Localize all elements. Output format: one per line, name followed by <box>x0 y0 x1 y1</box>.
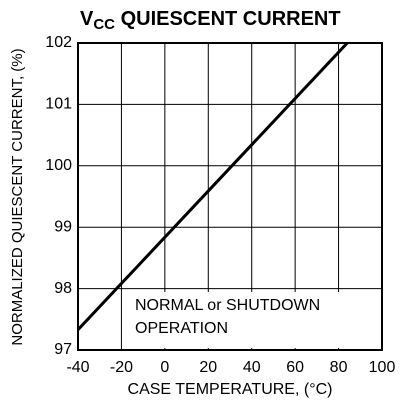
y-tick-label: 97 <box>54 341 72 358</box>
plot-frame <box>77 42 383 351</box>
y-axis-label: NORMALIZED QUIESCENT CURRENT, (%) <box>9 48 26 345</box>
x-tick-label: 80 <box>330 359 348 376</box>
chart-title: VCC QUIESCENT CURRENT <box>80 8 341 33</box>
x-tick-label: 100 <box>369 359 396 376</box>
annotation: OPERATION <box>135 320 228 337</box>
x-tick-label: 60 <box>286 359 304 376</box>
x-tick-label: -20 <box>110 359 133 376</box>
y-tick-label: 101 <box>45 96 72 113</box>
annotation: NORMAL or SHUTDOWN <box>135 297 320 314</box>
title-subscript: CC <box>93 16 115 33</box>
y-tick-label: 98 <box>54 280 72 297</box>
y-tick-label: 99 <box>54 218 72 235</box>
x-axis-label: CASE TEMPERATURE, (°C) <box>128 381 333 398</box>
annotation-box <box>123 292 379 348</box>
x-tick-label: -40 <box>66 359 89 376</box>
data-line <box>78 43 349 331</box>
title-part: QUIESCENT CURRENT <box>115 8 341 30</box>
x-tick-label: 20 <box>199 359 217 376</box>
x-tick-label: 0 <box>160 359 169 376</box>
x-tick-label: 40 <box>243 359 261 376</box>
y-tick-label: 100 <box>45 157 72 174</box>
y-tick-label: 102 <box>45 34 72 51</box>
title-part: V <box>80 8 94 30</box>
